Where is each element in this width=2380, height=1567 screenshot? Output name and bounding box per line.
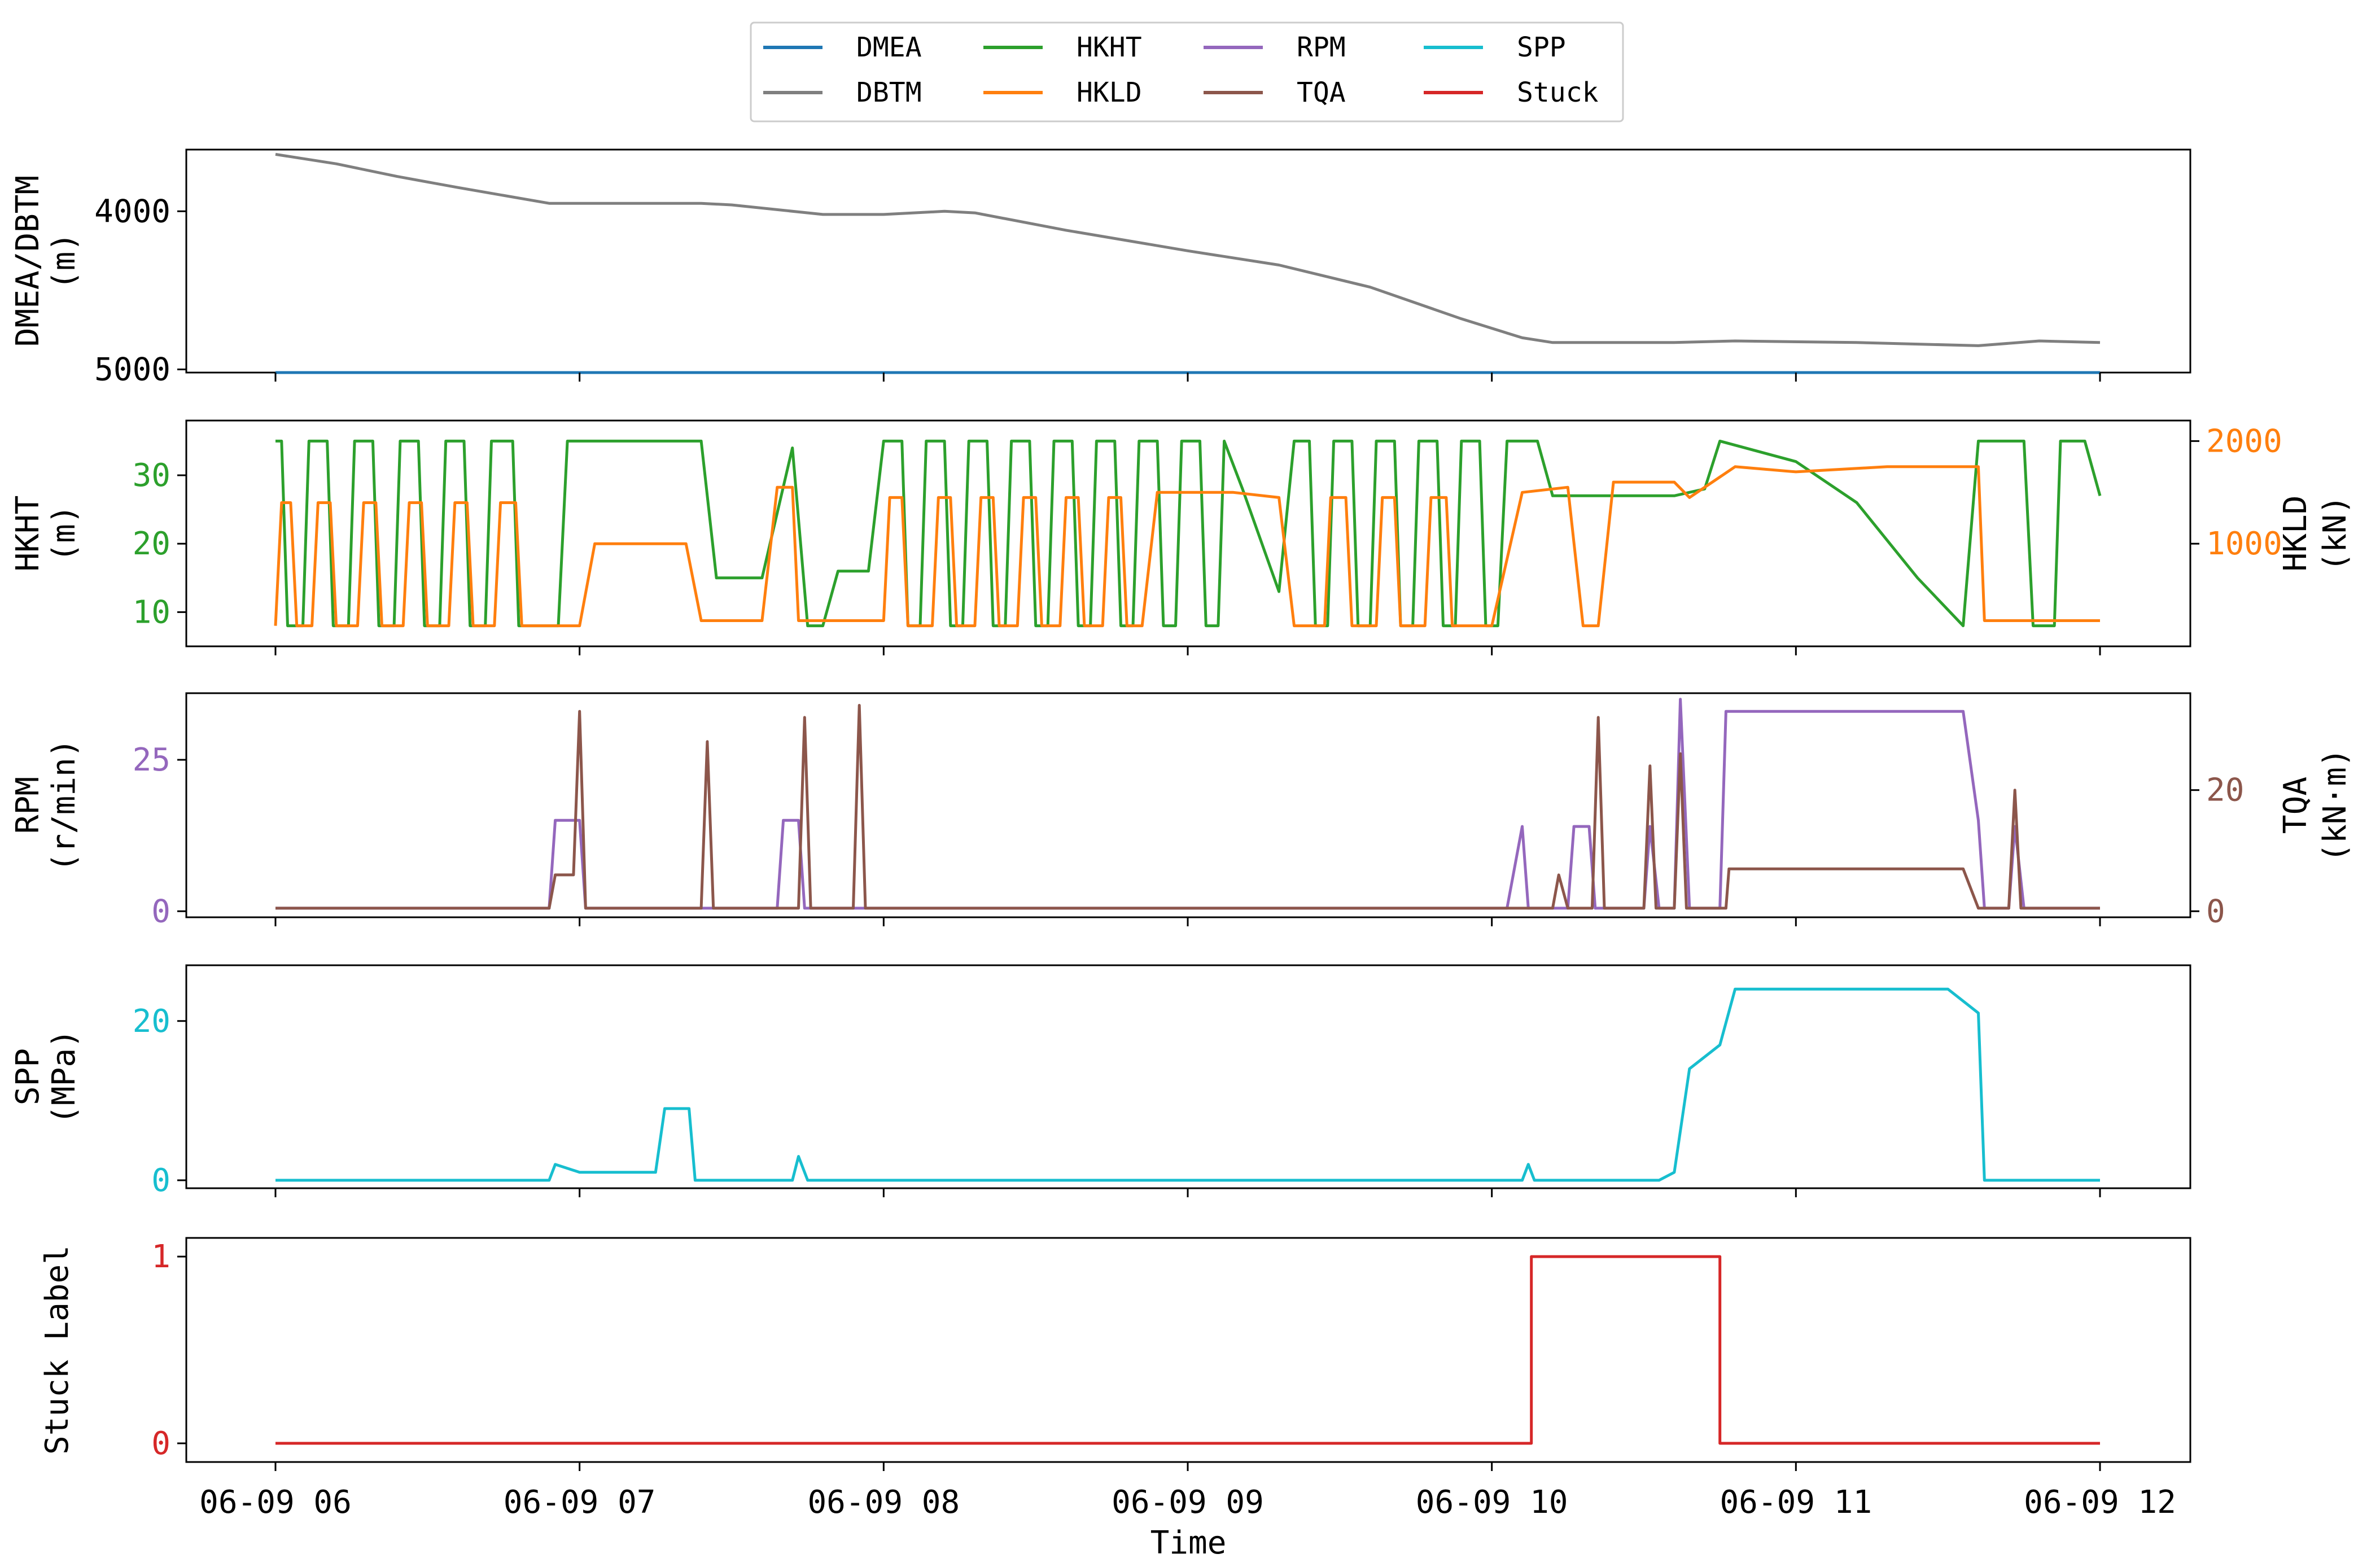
y-axis-label-hook: HKHT (10, 496, 46, 572)
series-stuck (275, 1255, 2100, 1445)
legend-label-tqa: TQA (1297, 77, 1346, 108)
y-axis-label-pressure: SPP (10, 1048, 46, 1105)
legend-box (750, 21, 1624, 122)
panel-frame-rotary (185, 692, 2191, 918)
right-y-axis-label-hook: HKLD (2277, 496, 2314, 572)
right-y-axis-label-hook: (kN) (2317, 496, 2353, 572)
y-tick-label: 1 (151, 1238, 170, 1275)
y-tick-label: 20 (133, 1003, 170, 1040)
right-y-tick-label: 2000 (2206, 423, 2282, 459)
legend-label-dbtm: DBTM (856, 77, 922, 108)
x-tick-label: 06-09 06 (199, 1484, 352, 1521)
legend-label-dmea: DMEA (856, 32, 922, 63)
y-tick-label: 4000 (94, 193, 170, 230)
y-tick-label: 25 (133, 742, 170, 778)
y-tick-label: 0 (151, 893, 170, 930)
legend-label-rpm: RPM (1297, 32, 1346, 63)
series-hkld (274, 465, 2100, 628)
x-tick-label: 06-09 07 (504, 1484, 656, 1521)
y-tick-label: 30 (133, 457, 170, 494)
right-y-tick-label: 0 (2206, 893, 2225, 930)
y-tick-label: 5000 (94, 351, 170, 388)
legend-label-hkht: HKHT (1077, 32, 1142, 63)
y-tick-label: 0 (151, 1425, 170, 1462)
panel-frame-stuck (185, 1237, 2191, 1463)
legend-label-hkld: HKLD (1077, 77, 1142, 108)
panel-frame-depth (185, 148, 2191, 374)
y-axis-label-stuck: Stuck Label (39, 1245, 76, 1455)
y-axis-label-hook: (m) (46, 505, 82, 562)
series-spp (275, 987, 2100, 1182)
y-axis-label-depth: DMEA/DBTM (10, 176, 46, 347)
x-tick-label: 06-09 11 (1720, 1484, 1872, 1521)
right-y-tick-label: 20 (2206, 772, 2244, 809)
right-y-axis-label-rotary: TQA (2277, 777, 2314, 834)
y-tick-label: 20 (133, 526, 170, 562)
panel-frame-pressure (185, 964, 2191, 1189)
right-y-tick-label: 1000 (2206, 526, 2282, 562)
x-tick-label: 06-09 10 (1416, 1484, 1568, 1521)
right-y-axis-label-rotary: (kN·m) (2317, 748, 2353, 862)
series-tqa (275, 704, 2100, 910)
y-axis-label-pressure: (MPa) (46, 1029, 82, 1124)
x-tick-label: 06-09 12 (2024, 1484, 2176, 1521)
y-axis-label-rotary: (r/min) (46, 738, 82, 872)
series-dbtm (275, 152, 2101, 347)
x-axis-label: Time (1150, 1525, 1227, 1561)
y-axis-label-depth: (m) (46, 233, 82, 290)
x-tick-label: 06-09 09 (1112, 1484, 1264, 1521)
y-axis-label-rotary: RPM (10, 777, 46, 834)
y-tick-label: 0 (151, 1162, 170, 1199)
legend-label-stuck: Stuck (1517, 77, 1599, 108)
legend-label-spp: SPP (1517, 32, 1566, 63)
x-tick-label: 06-09 08 (807, 1484, 960, 1521)
series-rpm (275, 698, 2100, 910)
y-tick-label: 10 (133, 594, 170, 631)
